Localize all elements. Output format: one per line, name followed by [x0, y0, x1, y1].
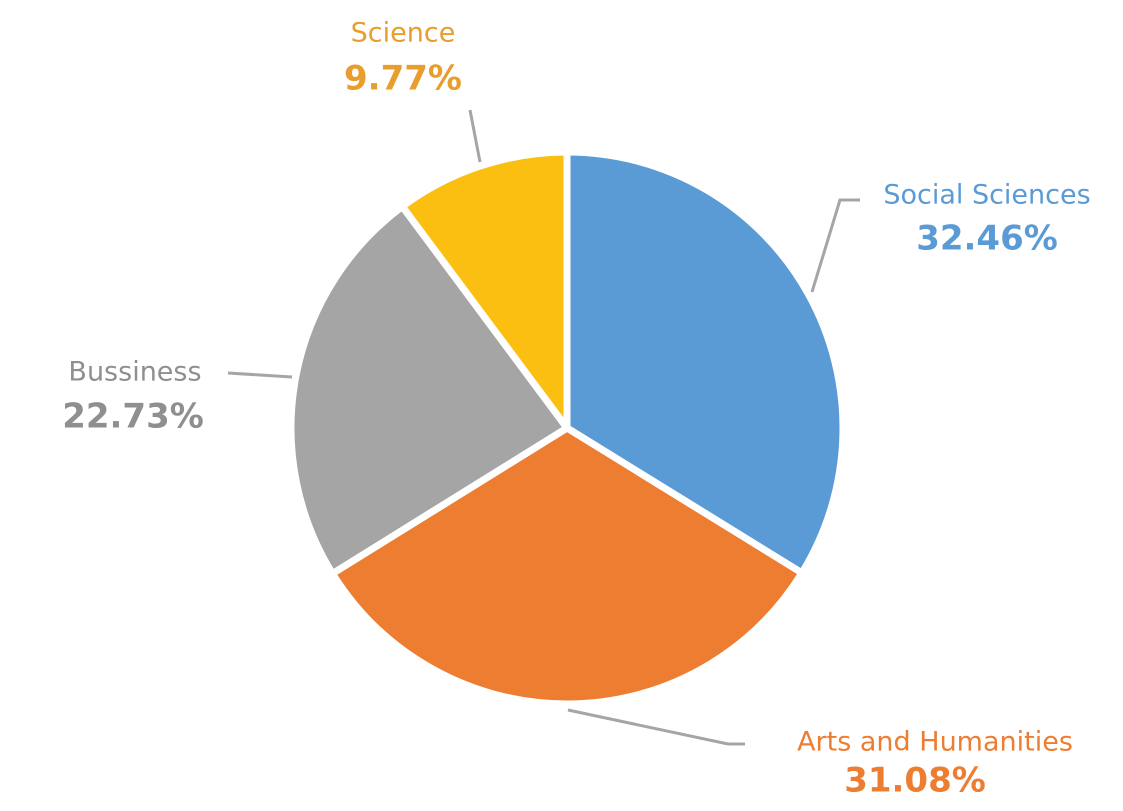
leader-line — [810, 198, 860, 293]
slice-value: 22.73% — [62, 397, 204, 437]
pie-slice — [398, 148, 571, 432]
slice-value: 31.08% — [844, 761, 986, 801]
slice-value: 9.77% — [344, 59, 462, 99]
slice-label: Science — [351, 18, 456, 49]
leader-line — [227, 371, 293, 379]
leader-line — [567, 708, 745, 746]
slice-value: 32.46% — [916, 219, 1058, 259]
pie-slice — [287, 202, 571, 578]
slice-label: Bussiness — [68, 357, 201, 388]
slice-label: Social Sciences — [883, 180, 1090, 211]
slice-label: Arts and Humanities — [797, 727, 1073, 758]
leader-line — [468, 109, 482, 163]
pie-slice — [328, 424, 806, 708]
